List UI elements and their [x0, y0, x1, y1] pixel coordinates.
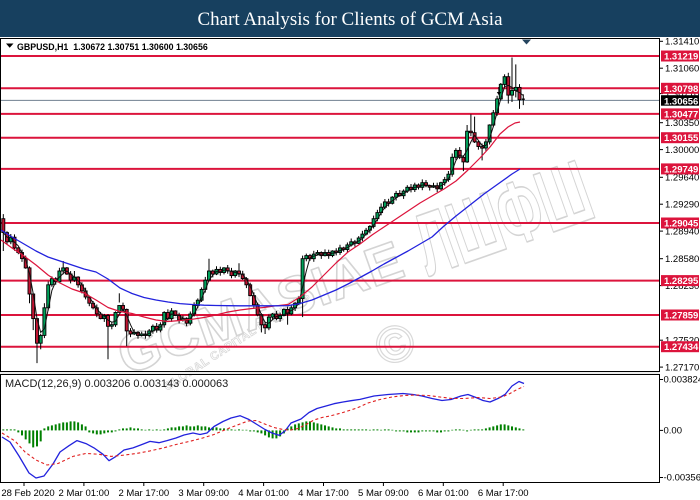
- svg-text:1.30477: 1.30477: [664, 109, 698, 120]
- svg-text:1.27170: 1.27170: [665, 362, 699, 373]
- svg-text:1.31060: 1.31060: [665, 63, 699, 74]
- svg-text:2 Mar 01:00: 2 Mar 01:00: [59, 488, 110, 499]
- svg-text:1.31219: 1.31219: [664, 52, 698, 63]
- svg-text:1.27520: 1.27520: [665, 335, 699, 346]
- svg-text:2 Mar 17:00: 2 Mar 17:00: [118, 488, 169, 499]
- svg-text:4 Mar 01:00: 4 Mar 01:00: [238, 488, 289, 499]
- svg-text:1.30155: 1.30155: [664, 133, 699, 144]
- svg-text:1.27434: 1.27434: [664, 342, 699, 353]
- svg-text:5 Mar 09:00: 5 Mar 09:00: [358, 488, 409, 499]
- svg-text:1.30656: 1.30656: [664, 96, 698, 107]
- svg-text:1.27859: 1.27859: [664, 311, 698, 322]
- svg-text:0.003824: 0.003824: [664, 375, 700, 386]
- svg-text:1.30350: 1.30350: [665, 118, 699, 129]
- svg-text:1.28295: 1.28295: [664, 276, 699, 287]
- svg-text:6 Mar 17:00: 6 Mar 17:00: [478, 488, 529, 499]
- svg-text:1.28580: 1.28580: [665, 254, 699, 265]
- svg-text:6 Mar 01:00: 6 Mar 01:00: [418, 488, 469, 499]
- svg-text:3 Mar 09:00: 3 Mar 09:00: [178, 488, 229, 499]
- svg-text:0.00: 0.00: [664, 426, 683, 437]
- svg-text:1.28940: 1.28940: [665, 226, 699, 237]
- svg-text:MACD(12,26,9) 0.003206 0.00314: MACD(12,26,9) 0.003206 0.003143 0.000063: [5, 378, 228, 390]
- svg-text:4 Mar 17:00: 4 Mar 17:00: [298, 488, 349, 499]
- svg-text:28 Feb 2020: 28 Feb 2020: [1, 488, 54, 499]
- svg-text:1.28230: 1.28230: [665, 281, 699, 292]
- svg-text:1.30000: 1.30000: [665, 145, 699, 156]
- svg-text:Chart Analysis for Clients of: Chart Analysis for Clients of GCM Asia: [197, 9, 503, 30]
- svg-text:1.31410: 1.31410: [665, 37, 699, 48]
- svg-text:1.30710: 1.30710: [665, 89, 699, 100]
- svg-text:1.29640: 1.29640: [665, 173, 699, 184]
- svg-text:1.29749: 1.29749: [664, 164, 698, 175]
- svg-text:GBPUSD,H1 1.30672 1.30751 1.3: GBPUSD,H1 1.30672 1.30751 1.30600 1.3065…: [17, 42, 208, 52]
- svg-text:1.29045: 1.29045: [664, 219, 699, 230]
- svg-text:1.29290: 1.29290: [665, 199, 699, 210]
- svg-text:-0.003563: -0.003563: [664, 473, 700, 484]
- svg-text:1.30798: 1.30798: [664, 84, 698, 95]
